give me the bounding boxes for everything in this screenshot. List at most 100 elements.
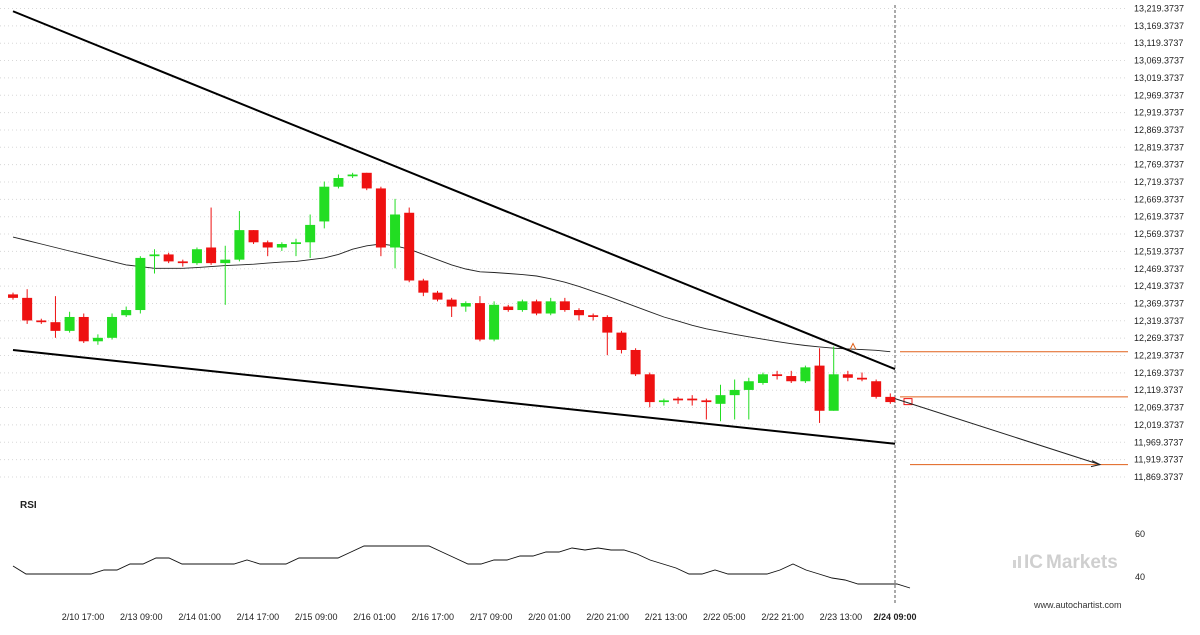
candle bbox=[815, 348, 825, 423]
candle bbox=[291, 239, 301, 256]
candle bbox=[50, 296, 60, 338]
candle bbox=[602, 315, 612, 355]
y-tick-label: 12,369.3737 bbox=[1134, 298, 1184, 308]
y-tick-label: 13,069.3737 bbox=[1134, 56, 1184, 66]
candle-body bbox=[404, 213, 414, 281]
candle bbox=[433, 291, 443, 301]
x-tick-label: 2/14 01:00 bbox=[178, 612, 221, 622]
y-tick-label: 12,519.3737 bbox=[1134, 246, 1184, 256]
candle-body bbox=[107, 317, 117, 338]
candle bbox=[758, 373, 768, 385]
x-tick-label: 2/13 09:00 bbox=[120, 612, 163, 622]
y-tick-label: 12,819.3737 bbox=[1134, 142, 1184, 152]
candle-body bbox=[730, 390, 740, 395]
candle-body bbox=[319, 187, 329, 222]
levels-layer bbox=[850, 344, 1128, 467]
y-tick-label: 13,119.3737 bbox=[1134, 38, 1183, 48]
source-url: www.autochartist.com bbox=[1033, 600, 1122, 610]
candle bbox=[65, 312, 75, 333]
y-tick-label: 12,269.3737 bbox=[1134, 333, 1184, 343]
candle-body bbox=[390, 214, 400, 247]
candle-body bbox=[574, 310, 584, 315]
candle-body bbox=[178, 261, 188, 263]
candle bbox=[22, 289, 32, 324]
candle-body bbox=[645, 374, 655, 402]
y-axis: 13,219.373713,169.373713,119.373713,069.… bbox=[1134, 4, 1184, 482]
candle bbox=[489, 301, 499, 341]
candle bbox=[560, 298, 570, 312]
x-tick-label: 2/21 13:00 bbox=[645, 612, 688, 622]
candle bbox=[574, 308, 584, 320]
y-tick-label: 12,569.3737 bbox=[1134, 229, 1184, 239]
candle bbox=[192, 247, 202, 264]
candle-body bbox=[22, 298, 32, 321]
candle-body bbox=[829, 374, 839, 410]
candle-body bbox=[673, 399, 683, 401]
icmarkets-watermark: IC Markets bbox=[1013, 552, 1118, 573]
y-tick-label: 12,769.3737 bbox=[1134, 160, 1184, 170]
candle-body bbox=[220, 260, 230, 263]
channel-upper-trendline bbox=[13, 11, 895, 369]
channel-lower-trendline bbox=[13, 350, 895, 444]
candle-body bbox=[517, 301, 527, 310]
candle bbox=[659, 399, 669, 406]
candle bbox=[772, 371, 782, 380]
candle bbox=[461, 301, 471, 311]
y-tick-label: 13,219.3737 bbox=[1134, 4, 1184, 14]
candle bbox=[701, 399, 711, 420]
candle bbox=[234, 211, 244, 261]
candle-body bbox=[800, 367, 810, 381]
candle bbox=[164, 253, 174, 263]
candle-body bbox=[786, 376, 796, 381]
candle bbox=[348, 173, 358, 178]
x-tick-label: 2/10 17:00 bbox=[62, 612, 105, 622]
candle-body bbox=[50, 322, 60, 331]
candle-body bbox=[277, 244, 287, 247]
y-tick-label: 12,319.3737 bbox=[1134, 316, 1184, 326]
y-tick-label: 12,869.3737 bbox=[1134, 125, 1184, 135]
candle-body bbox=[503, 307, 513, 310]
candles-layer bbox=[8, 173, 912, 423]
candle-body bbox=[376, 188, 386, 247]
candle bbox=[447, 298, 457, 317]
candle-body bbox=[475, 303, 485, 339]
candle bbox=[588, 314, 598, 321]
candle-body bbox=[348, 175, 358, 177]
candle-body bbox=[772, 374, 782, 376]
candle-body bbox=[631, 350, 641, 374]
y-tick-label: 12,619.3737 bbox=[1134, 212, 1184, 222]
candle-body bbox=[588, 315, 598, 317]
x-tick-label: 2/24 09:00 bbox=[873, 612, 916, 622]
y-tick-label: 11,919.3737 bbox=[1134, 455, 1183, 465]
candle bbox=[687, 395, 697, 405]
candle-body bbox=[135, 258, 145, 310]
y-tick-label: 11,969.3737 bbox=[1134, 437, 1183, 447]
candle bbox=[206, 208, 216, 265]
candle-body bbox=[164, 254, 174, 261]
candle-body bbox=[616, 333, 626, 350]
x-tick-label: 2/20 01:00 bbox=[528, 612, 571, 622]
x-tick-label: 2/23 13:00 bbox=[820, 612, 863, 622]
candle bbox=[249, 230, 259, 244]
candle bbox=[546, 298, 556, 315]
candle-body bbox=[447, 300, 457, 307]
y-tick-label: 12,719.3737 bbox=[1134, 177, 1184, 187]
candle bbox=[220, 246, 230, 305]
candle-body bbox=[885, 397, 895, 402]
rsi-tick-60: 60 bbox=[1135, 529, 1145, 539]
candle-body bbox=[857, 378, 867, 380]
candle bbox=[8, 293, 18, 300]
candle bbox=[150, 249, 160, 273]
y-tick-label: 12,119.3737 bbox=[1134, 385, 1183, 395]
candle bbox=[404, 208, 414, 283]
candle-body bbox=[602, 317, 612, 333]
candle bbox=[390, 199, 400, 268]
candle-body bbox=[758, 374, 768, 383]
candle-body bbox=[150, 254, 160, 256]
candle bbox=[475, 296, 485, 341]
x-axis: 2/10 17:00 2/13 09:00 2/14 01:00 2/14 17:00… bbox=[62, 612, 917, 622]
candle-body bbox=[546, 301, 556, 313]
y-tick-label: 12,419.3737 bbox=[1134, 281, 1184, 291]
y-tick-label: 13,019.3737 bbox=[1134, 73, 1184, 83]
candle-body bbox=[305, 225, 315, 242]
